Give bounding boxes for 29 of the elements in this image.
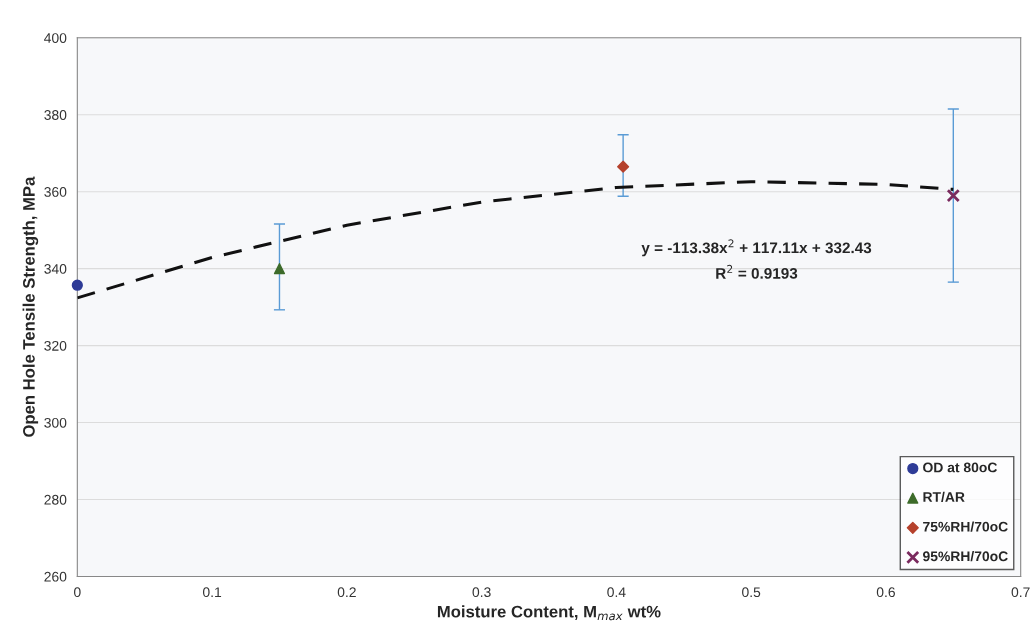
y-tick-label: 340 [44,263,67,274]
y-tick-label: 260 [44,571,67,582]
legend-label: 75%RH/70oC [923,521,1008,532]
point [273,263,286,275]
point [617,160,630,173]
y-tick-label: 400 [44,33,67,43]
annotation: R$^{2}$ = 0.9193 [716,264,798,279]
y-tick-label: 380 [44,110,67,120]
y-tick-label: 280 [44,494,67,505]
point [946,188,961,203]
annotation: y = -113.38x$^{2}$ + 117.11x + 332.43 [641,239,872,257]
y-tick-label: 360 [44,187,67,197]
x-tick-label: 0.5 [742,587,761,598]
x-tick-label: 0.6 [876,587,895,598]
x-tick-label: 0.3 [472,587,491,598]
x-axis-title: Moisture Content, M$_{max}$ wt% [437,605,661,621]
point [71,279,83,291]
legend-label: OD at 80oC [923,462,997,473]
legend-label: RT/AR [923,491,965,503]
y-axis-title: Open Hole Tensile Strength, MPa [22,176,39,437]
x-tick-label: 0.4 [607,587,626,598]
y-tick-label: 320 [44,340,67,351]
legend-label: 95%RH/70oC [922,551,1008,562]
y-tick-label: 300 [44,417,67,428]
x-tick-label: 0.1 [202,587,222,598]
line-series [77,180,955,300]
x-tick-label: 0 [74,587,81,598]
x-tick-label: 0.7 [1011,587,1030,598]
x-tick-label: 0.2 [337,587,356,598]
